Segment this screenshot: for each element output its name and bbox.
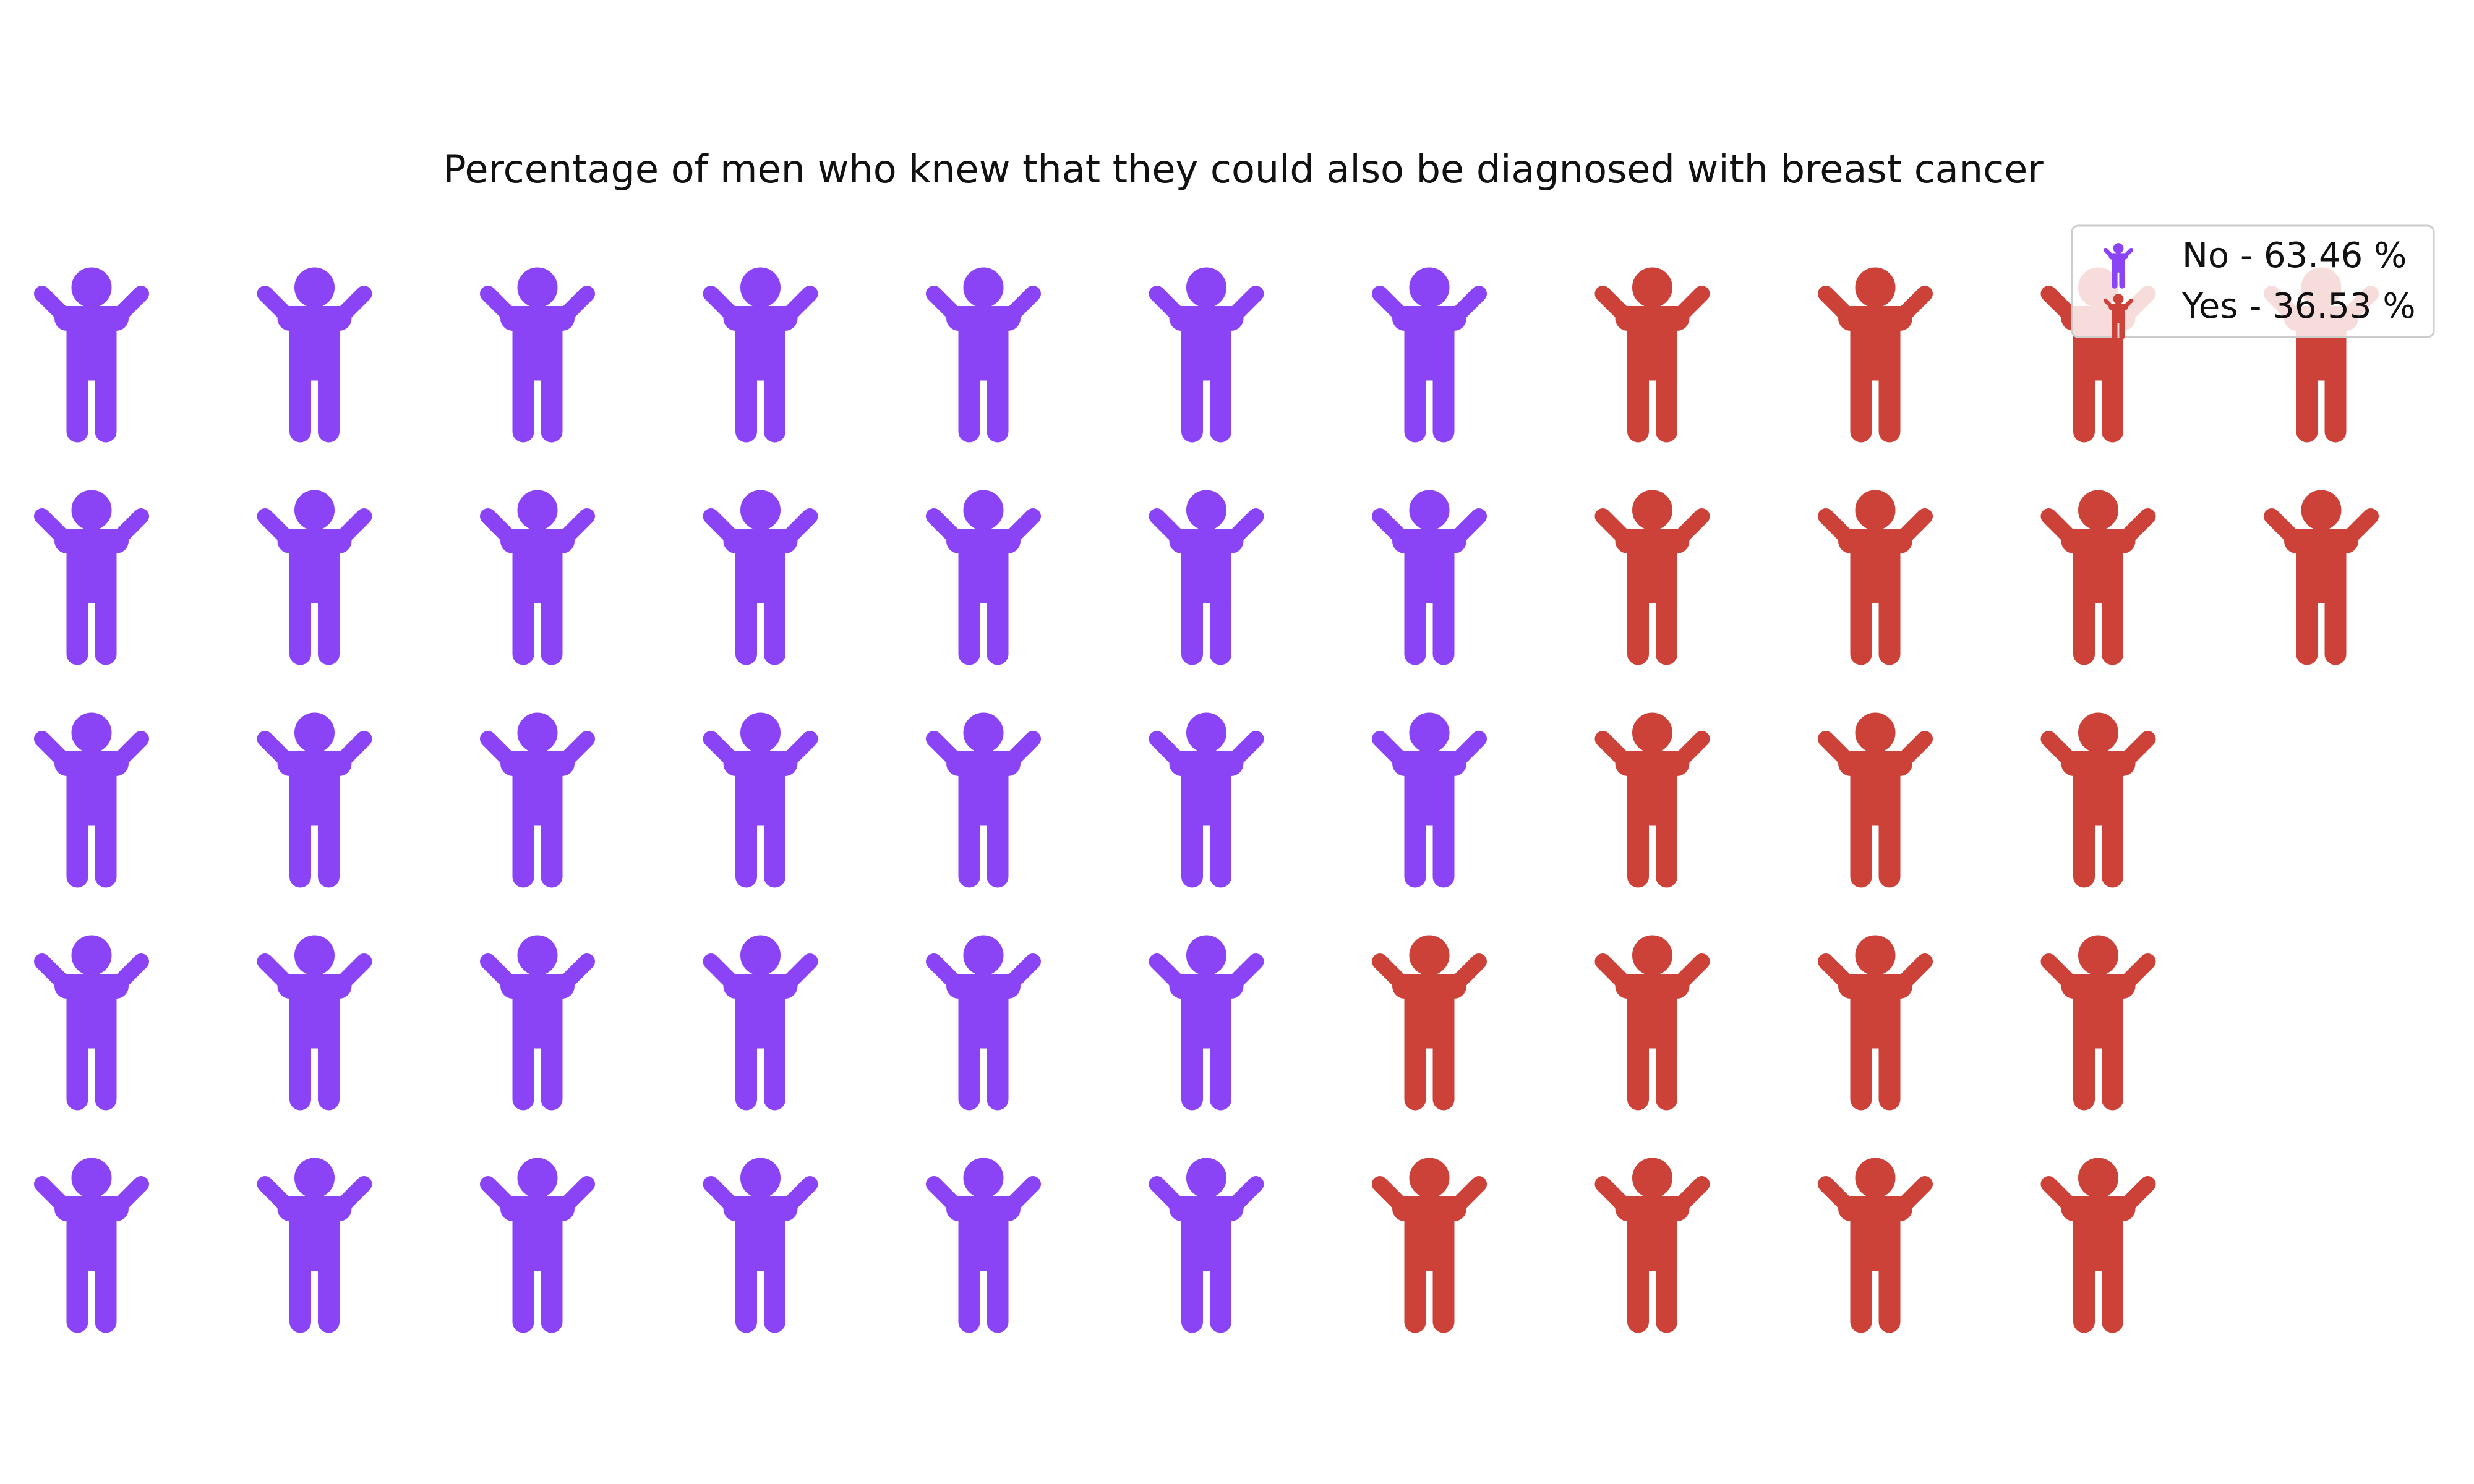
person-icon-yes [1603, 936, 1702, 1110]
person-icon-no [1157, 268, 1256, 442]
person-icon-no [934, 268, 1033, 442]
person-icon-yes [1603, 490, 1702, 665]
person-icon-yes [1826, 268, 1925, 442]
person-icon-no [42, 713, 141, 887]
person-icon-no [711, 490, 810, 665]
person-icon-no [711, 713, 810, 887]
person-icon-no [488, 713, 587, 887]
person-icon-no [1380, 713, 1479, 887]
person-icon-no [1157, 713, 1256, 887]
person-icon-no [488, 268, 587, 442]
person-icon-no [265, 268, 364, 442]
person-icon-yes [2272, 490, 2371, 665]
person-icon-no [1380, 268, 1479, 442]
person-icon-no [488, 490, 587, 665]
icon-grid [42, 268, 2371, 1333]
person-icon-yes [1826, 490, 1925, 665]
person-icon-no [1380, 490, 1479, 665]
person-icon-no [934, 936, 1033, 1110]
person-icon-no [42, 490, 141, 665]
person-icon-no [42, 268, 141, 442]
person-icon-no [711, 268, 810, 442]
chart-title: Percentage of men who knew that they cou… [443, 147, 2044, 192]
person-icon-no [711, 1158, 810, 1333]
person-icon-no [265, 490, 364, 665]
person-icon-no [711, 936, 810, 1110]
person-icon-yes [1603, 713, 1702, 887]
person-icon-yes [1380, 1158, 1479, 1333]
person-icon-yes [1826, 713, 1925, 887]
person-icon-no [488, 936, 587, 1110]
person-icon-yes [1826, 936, 1925, 1110]
person-icon-yes [2049, 1158, 2148, 1333]
person-icon-yes [1380, 936, 1479, 1110]
person-icon-no [488, 1158, 587, 1333]
person-icon-no [265, 713, 364, 887]
person-icon-no [265, 1158, 364, 1333]
legend-box [2071, 224, 2435, 338]
person-icon-yes [1826, 1158, 1925, 1333]
person-icon-no [1157, 936, 1256, 1110]
person-icon-yes [1603, 268, 1702, 442]
legend-label-no: No - 63.46 % [2182, 236, 2407, 276]
person-icon-no [42, 1158, 141, 1333]
person-icon-yes [1603, 1158, 1702, 1333]
person-icon-no [42, 936, 141, 1110]
person-icon-no [934, 490, 1033, 665]
person-icon-no [265, 936, 364, 1110]
person-icon-no [934, 1158, 1033, 1333]
person-icon-no [1157, 1158, 1256, 1333]
legend-label-yes: Yes - 36.53 % [2181, 286, 2416, 326]
person-icon-no [1157, 490, 1256, 665]
person-icon-yes [2049, 936, 2148, 1110]
person-icon-yes [2049, 713, 2148, 887]
person-icon-no [934, 713, 1033, 887]
person-icon-yes [2049, 490, 2148, 665]
legend: No - 63.46 % Yes - 36.53 % [2071, 224, 2435, 339]
